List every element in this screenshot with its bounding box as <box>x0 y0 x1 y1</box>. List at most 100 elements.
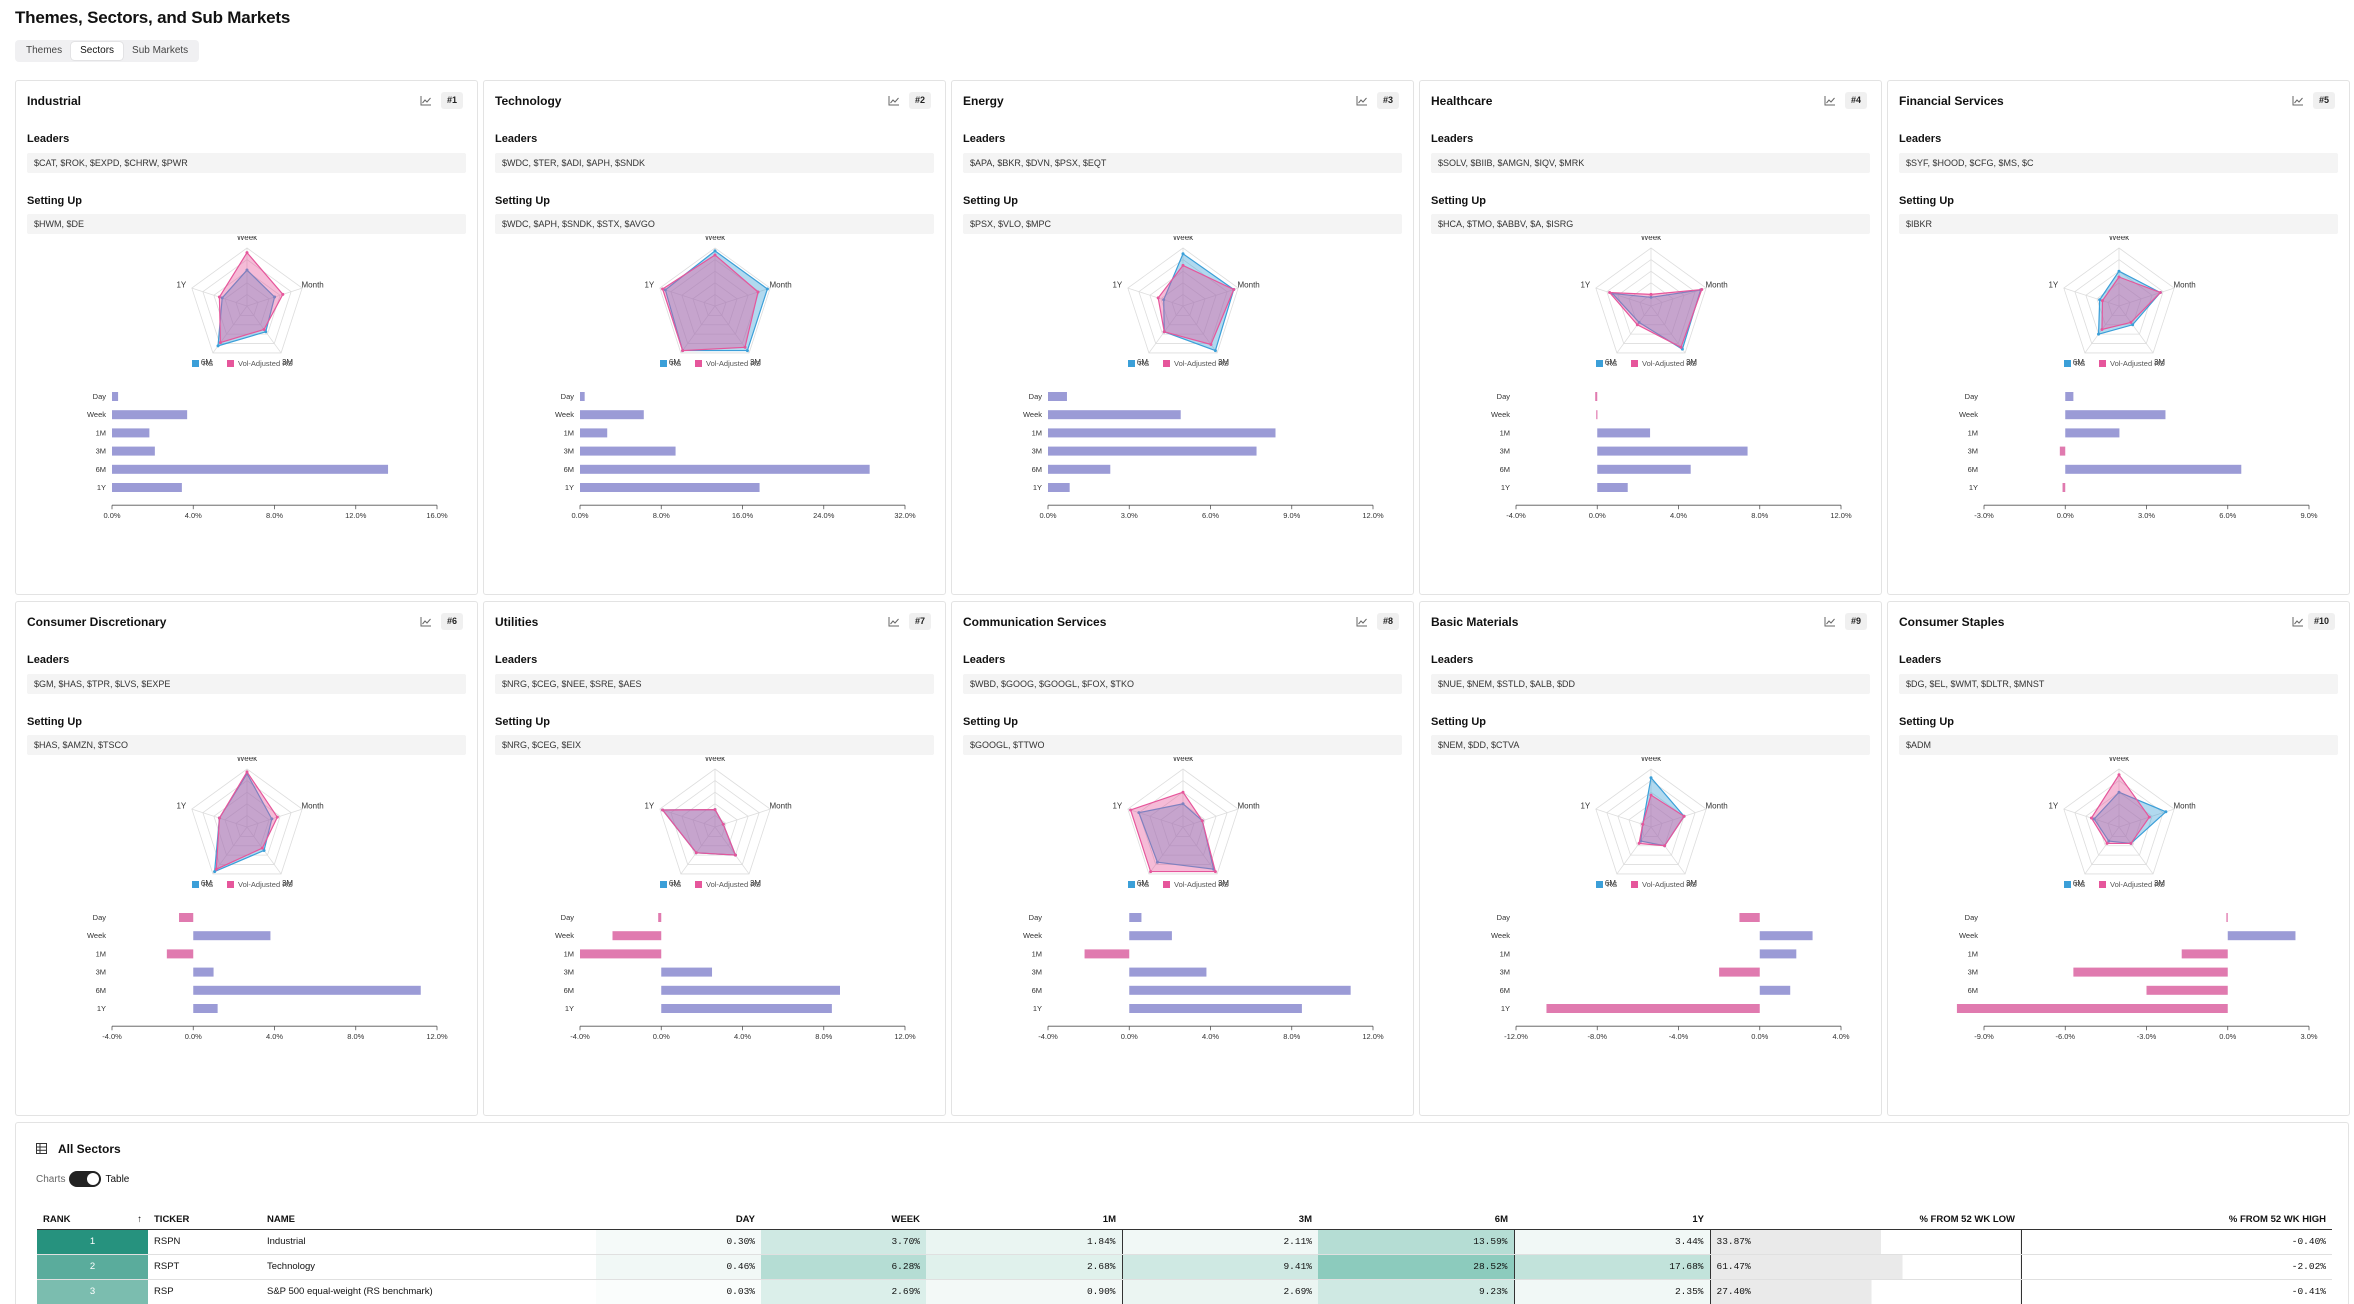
toggle-table-label[interactable]: Table <box>105 1173 130 1185</box>
x-tick-label: 6.0% <box>1202 511 1219 520</box>
line-chart-icon[interactable] <box>888 616 900 627</box>
x-tick-label: 0.0% <box>1121 1032 1138 1041</box>
radar-axis-label: 3M <box>2154 358 2165 367</box>
radar-point <box>1181 802 1185 806</box>
bar-category-label: Day <box>1497 913 1511 922</box>
radar-axis-label: 1Y <box>2048 802 2058 811</box>
sector-card: Financial Services #5 Leaders $SYF, $HOO… <box>1887 80 2350 595</box>
col-6m[interactable]: 6M <box>1318 1211 1514 1230</box>
radar-point <box>1649 292 1653 296</box>
col-3m[interactable]: 3M <box>1122 1211 1318 1230</box>
bar-category-label: 3M <box>1968 968 1978 977</box>
cell-rank: 1 <box>37 1229 148 1255</box>
line-chart-icon[interactable] <box>1824 95 1836 106</box>
col-name[interactable]: NAME <box>261 1211 596 1230</box>
bar <box>2059 446 2066 456</box>
toggle-charts-label[interactable]: Charts <box>36 1173 66 1185</box>
cell-1m: 2.68% <box>926 1254 1122 1280</box>
legend-rs-label: RS <box>1139 359 1149 368</box>
sort-arrow-icon: ↑ <box>137 1214 142 1226</box>
x-tick-label: 4.0% <box>266 1032 283 1041</box>
radar-point <box>2164 810 2168 814</box>
tab-themes[interactable]: Themes <box>26 45 63 56</box>
col-1y[interactable]: 1Y <box>1514 1211 1710 1230</box>
legend-vol-label: Vol-Adjusted RS <box>1642 880 1697 889</box>
col-rank[interactable]: RANK ↑ <box>37 1211 148 1230</box>
radar-point <box>1682 814 1686 818</box>
col-from-52wk-high[interactable]: % FROM 52 WK HIGH <box>2021 1211 2332 1230</box>
leaders-tickers: $WBD, $GOOG, $GOOGL, $FOX, $TKO <box>963 674 1402 694</box>
legend-vol-swatch <box>1631 360 1638 367</box>
bar-chart: 0.0% 3.0% 6.0% 9.0% 12.0% Day Week 1M 3M 6M 1Y <box>1023 392 1384 520</box>
bar <box>1956 1004 2228 1013</box>
radar-grid-ring <box>1639 293 1663 316</box>
legend-rs-swatch <box>660 881 667 888</box>
bar-category-label: 1M <box>1968 949 1978 958</box>
line-chart-icon[interactable] <box>888 95 900 106</box>
table-row[interactable]: 2 RSPT Technology 0.46% 6.28% 2.68% 9.41… <box>37 1254 2332 1280</box>
rank-badge: #2 <box>908 92 931 109</box>
bar <box>1048 446 1257 456</box>
bar <box>612 931 662 941</box>
col-from-52wk-low[interactable]: % FROM 52 WK LOW <box>1710 1211 2021 1230</box>
radar-point <box>733 853 737 857</box>
radar-point <box>1137 811 1141 815</box>
radar-spoke <box>1182 808 1239 828</box>
radar-point <box>273 295 277 299</box>
line-chart-icon[interactable] <box>420 95 432 106</box>
bar-category-label: Day <box>1965 392 1979 401</box>
x-tick-label: 9.0% <box>2300 511 2317 520</box>
toggle-switch[interactable] <box>69 1171 102 1187</box>
cell-from-52wk-high: -0.41% <box>2020 1279 2332 1304</box>
radar-axis-label: Month <box>770 281 792 290</box>
radar-grid-ring <box>202 259 292 344</box>
sector-name: Technology <box>495 94 562 108</box>
radar-axis-label: Week <box>1173 236 1194 242</box>
col-1m[interactable]: 1M <box>926 1211 1122 1230</box>
radar-point <box>262 327 266 331</box>
radar-point <box>217 816 221 820</box>
legend-rs-swatch <box>2064 360 2071 367</box>
line-chart-icon[interactable] <box>1824 616 1836 627</box>
radar-point <box>2097 332 2101 336</box>
line-chart-icon[interactable] <box>420 616 432 627</box>
leaders-label: Leaders <box>1899 654 1942 666</box>
radar-spoke <box>1650 287 1707 307</box>
col-day[interactable]: DAY <box>596 1211 761 1230</box>
x-tick-label: 9.0% <box>1283 511 1300 520</box>
setting-up-label: Setting Up <box>495 716 550 728</box>
legend-rs-swatch <box>1596 360 1603 367</box>
sector-card: Consumer Discretionary #6 Leaders $GM, $… <box>15 601 478 1116</box>
col-ticker[interactable]: TICKER <box>148 1211 261 1230</box>
radar-grid-ring <box>1127 247 1239 354</box>
bar <box>658 913 662 922</box>
page-title: Themes, Sectors, and Sub Markets <box>15 8 291 27</box>
leaders-label: Leaders <box>1431 133 1474 145</box>
sector-card: Basic Materials #9 Leaders $NUE, $NEM, $… <box>1419 601 1882 1116</box>
x-tick-label: 0.0% <box>1039 511 1056 520</box>
tab-sectors[interactable]: Sectors <box>71 42 124 60</box>
bar-category-label: 6M <box>96 465 106 474</box>
radar-series-vol <box>1129 791 1217 873</box>
radar-axis-label: Week <box>1641 236 1662 242</box>
bar-category-label: 1M <box>96 428 106 437</box>
line-chart-icon[interactable] <box>1356 95 1368 106</box>
legend-vol-label: Vol-Adjusted RS <box>1174 359 1229 368</box>
radar-spoke <box>714 287 771 307</box>
cell-week: 3.70% <box>761 1229 926 1255</box>
radar-grid-ring <box>1149 791 1217 856</box>
bar <box>1597 446 1748 456</box>
line-chart-icon[interactable] <box>2292 616 2304 627</box>
line-chart-icon[interactable] <box>1356 616 1368 627</box>
table-row[interactable]: 3 RSP S&P 500 equal-weight (RS benchmark… <box>37 1279 2332 1304</box>
col-week[interactable]: WEEK <box>761 1211 926 1230</box>
radar-chart: Week Month 3M 6M 1Y RS Vol-Adjusted RS <box>644 757 791 889</box>
bar-category-label: 3M <box>564 447 574 456</box>
table-row[interactable]: 1 RSPN Industrial 0.30% 3.70% 1.84% 2.11… <box>37 1229 2332 1255</box>
radar-grid-ring <box>659 247 771 354</box>
bar <box>580 446 676 456</box>
line-chart-icon[interactable] <box>2292 95 2304 106</box>
legend-vol-swatch <box>1163 360 1170 367</box>
tab-sub-markets[interactable]: Sub Markets <box>132 45 189 56</box>
x-tick-label: 8.0% <box>653 511 670 520</box>
